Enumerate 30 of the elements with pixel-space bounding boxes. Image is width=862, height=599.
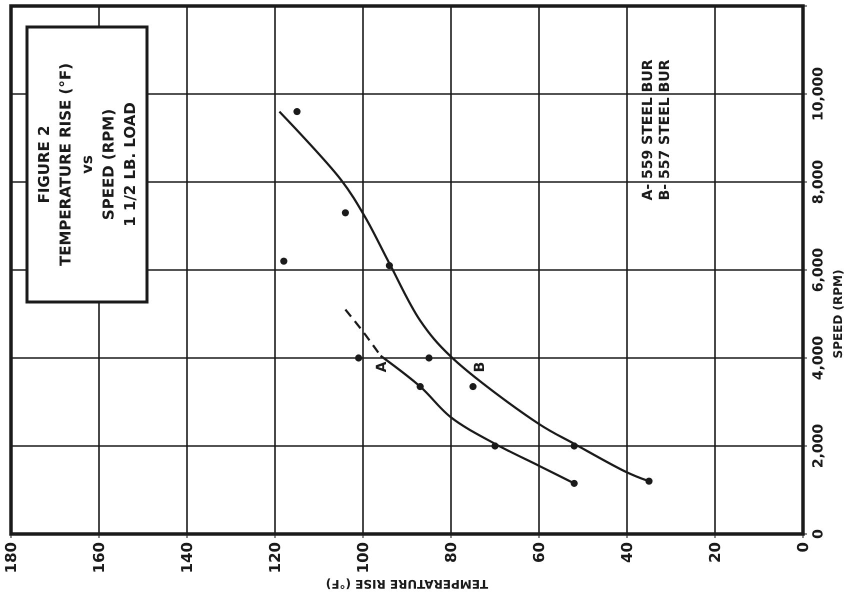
point xyxy=(342,209,349,216)
point xyxy=(280,258,288,265)
y-axis-title: SPEED (RPM) xyxy=(830,270,845,358)
y-tick-label: 0 xyxy=(810,528,827,539)
point xyxy=(293,108,301,116)
point xyxy=(355,354,362,362)
y-tick-label: 4,000 xyxy=(810,336,827,380)
x-tick-label: 20 xyxy=(706,542,724,563)
x-axis-title: TEMPERATURE RISE (°F) xyxy=(326,577,488,591)
annotation: A xyxy=(374,361,390,372)
x-tick-label: 80 xyxy=(442,542,460,563)
text: TEMPERATURE RISE (°F) vs SPEED (RPM) 1 1/2 LB. LOAD xyxy=(56,63,139,266)
x-tick-label: 0 xyxy=(794,542,812,552)
x-tick-label: 100 xyxy=(354,542,372,574)
y-tick-label: 6,000 xyxy=(810,248,827,292)
point xyxy=(469,383,477,390)
annotation: B- 557 STEEL BUR xyxy=(657,59,673,200)
x-tick-label: 140 xyxy=(178,542,196,574)
x-tick-label: 40 xyxy=(618,542,636,563)
annotation: B xyxy=(472,362,488,372)
y-tick-label: 2,000 xyxy=(810,424,827,468)
y-tick-label: 10,000 xyxy=(810,66,827,122)
x-tick-label: 160 xyxy=(90,542,108,574)
annotation: A- 559 STEEL BUR xyxy=(640,59,656,200)
x-tick-label: 60 xyxy=(530,542,548,563)
point xyxy=(425,354,433,362)
x-tick-label: 120 xyxy=(266,542,284,574)
text: FIGURE 2 xyxy=(35,126,54,204)
y-tick-label: 8,000 xyxy=(810,160,827,204)
x-tick-label: 180 xyxy=(2,542,20,574)
